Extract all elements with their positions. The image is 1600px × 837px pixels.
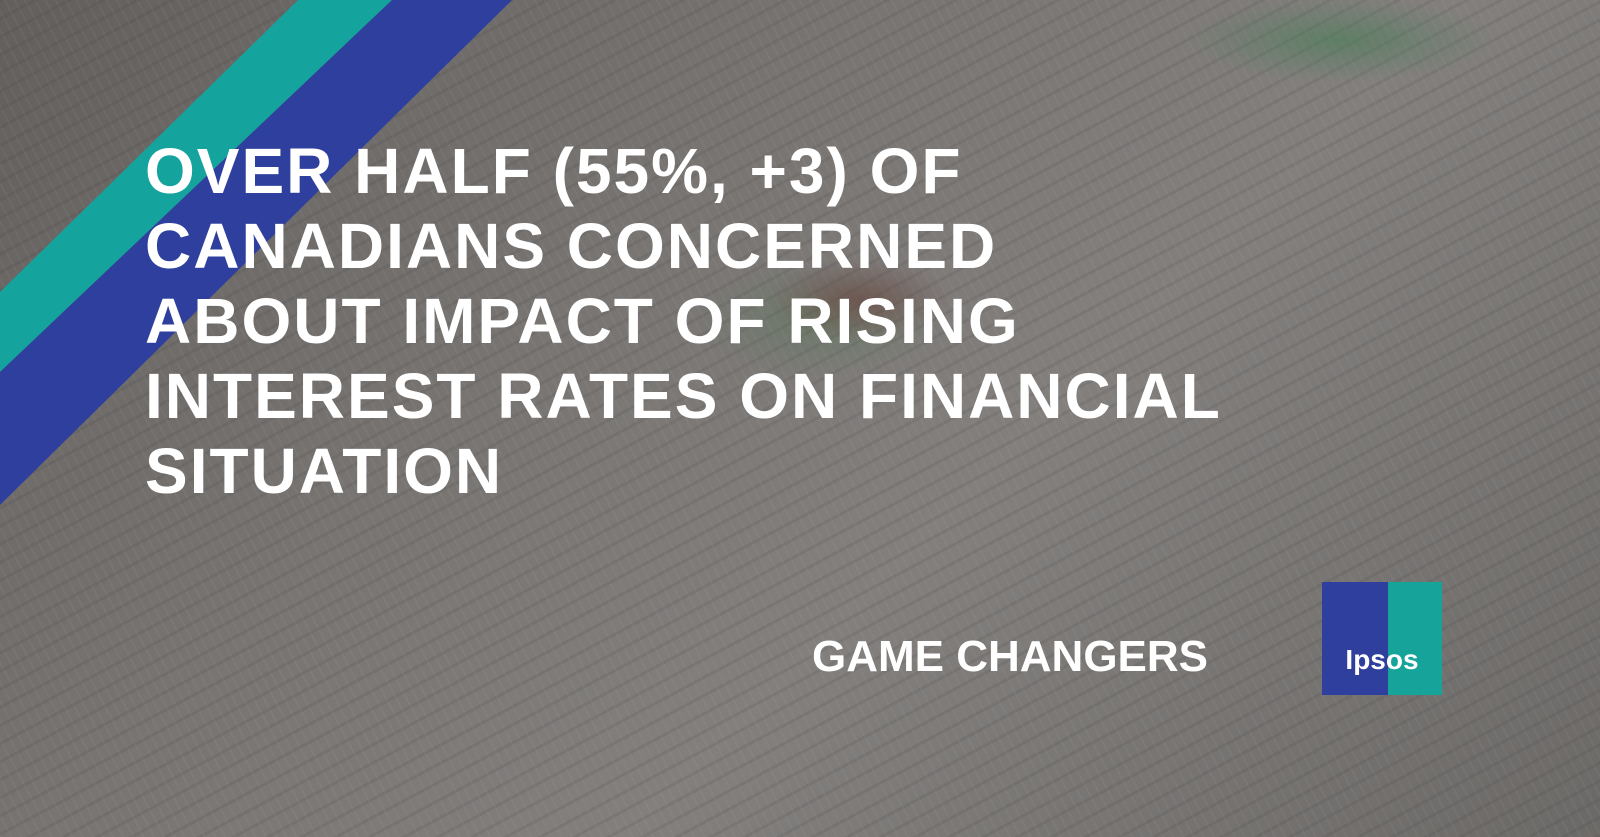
headline-line: ABOUT IMPACT OF RISING (145, 285, 1020, 357)
headline: OVER HALF (55%, +3) OF CANADIANS CONCERNE… (145, 134, 1222, 509)
ipsos-logo: Ipsos (1322, 582, 1442, 695)
blue-stripe (0, 0, 512, 505)
headline-line: OVER HALF (55%, +3) OF (145, 135, 963, 207)
headline-line: SITUATION (145, 435, 504, 507)
headline-line: CANADIANS CONCERNED (145, 210, 998, 282)
logo-text: Ipsos (1345, 644, 1419, 675)
headline-line: INTEREST RATES ON FINANCIAL (145, 360, 1222, 432)
tagline: GAME CHANGERS (812, 632, 1209, 681)
